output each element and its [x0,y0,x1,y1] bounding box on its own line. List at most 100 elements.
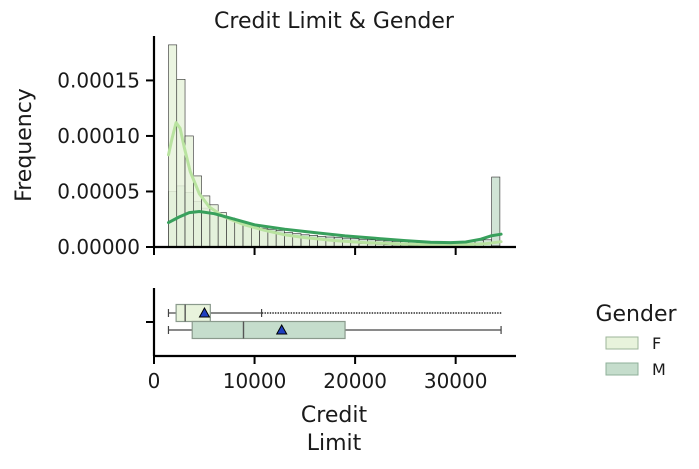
outlier-point-f [413,312,416,314]
outlier-point-f [499,312,502,314]
outlier-point-f [429,312,431,314]
outlier-point-f [282,312,285,314]
outlier-point-f [455,312,457,314]
outlier-point-f [486,312,489,314]
outlier-point-f [350,312,353,314]
outlier-point-f [483,312,486,314]
kde-line-m [167,210,503,245]
outlier-point-f [368,312,371,314]
outlier-point-f [431,312,434,314]
outlier-point-f [470,312,473,314]
outlier-point-f [269,312,272,314]
outlier-point-f [444,312,447,314]
outlier-point-f [460,312,463,314]
outlier-point-f [392,312,395,314]
outlier-point-f [345,312,348,314]
outlier-point-f [376,312,379,314]
outlier-point-f [342,312,345,314]
outlier-point-f [408,312,410,314]
outlier-point-f [303,312,306,314]
legend-label-f: F [652,334,661,353]
outlier-point-f [439,312,442,314]
x-axis-label-line1: Credit [301,403,368,428]
outlier-point-f [381,312,384,314]
outlier-point-f [329,312,332,314]
outlier-point-f [436,312,439,314]
outlier-point-f [313,312,316,314]
outlier-point-f [261,312,264,314]
outlier-point-f [319,312,322,314]
outlier-point-f [494,312,497,314]
x-tick-label: 20000 [323,369,387,393]
outlier-point-f [371,312,374,314]
outlier-point-f [358,312,361,314]
outlier-point-f [337,312,340,314]
outlier-point-f [449,312,452,314]
outlier-point-f [418,312,421,314]
legend-label-m: M [652,360,666,379]
outlier-point-f [442,312,444,314]
outlier-point-f [452,312,455,314]
outlier-point-f [290,312,293,314]
outlier-point-f [361,312,363,314]
outlier-point-f [465,312,468,314]
outlier-point-f [463,312,465,314]
outlier-point-f [295,312,298,314]
legend: Gender F M [595,302,677,379]
boxplot-plot: 0 10000 20000 30000 [146,288,516,393]
outlier-point-f [423,312,426,314]
outlier-point-f [397,312,400,314]
outlier-point-f [426,312,429,314]
outlier-point-f [293,312,295,314]
outlier-point-f [405,312,408,314]
outlier-point-f [324,312,327,314]
outlier-point-f [457,312,460,314]
outlier-point-f [285,312,288,314]
outlier-point-f [287,312,290,314]
outlier-point-f [308,312,311,314]
outlier-point-f [334,312,337,314]
outlier-point-f [306,312,308,314]
outlier-point-f [491,312,494,314]
y-tick-label: 0.00000 [57,235,140,259]
outlier-point-f [415,312,418,314]
outlier-point-f [468,312,471,314]
outlier-point-f [366,312,369,314]
y-axis-label: Frequency [12,88,37,202]
y-tick-label: 0.00005 [57,179,140,203]
x-tick-label: 0 [148,369,161,393]
histogram-plot: 0.00000 0.00005 0.00010 0.00015 [57,36,516,259]
hist-bar-f [242,224,252,248]
mean-marker-m [275,323,288,335]
outlier-point-f [379,312,382,314]
outlier-point-f [497,312,499,314]
outlier-point-f [280,312,282,314]
x-axis-label-line2: Limit [307,431,362,456]
outlier-point-f [266,312,269,314]
legend-swatch-f [605,336,639,350]
outlier-point-f [478,312,481,314]
y-tick-label: 0.00015 [57,68,140,92]
outlier-point-f [387,312,389,314]
outlier-point-f [374,312,376,314]
outlier-point-f [400,312,403,314]
outlier-point-f [410,312,413,314]
x-tick-label: 30000 [424,369,488,393]
outlier-point-f [363,312,366,314]
outlier-point-f [264,312,267,314]
outlier-point-f [476,312,478,314]
outlier-point-f [277,312,280,314]
hist-bar-f [226,217,236,248]
outlier-point-f [473,312,476,314]
outlier-point-f [316,312,319,314]
outlier-point-f [340,312,342,314]
outlier-point-f [298,312,301,314]
outlier-point-f [421,312,423,314]
chart-title: Credit Limit & Gender [214,9,455,34]
outlier-point-f [355,312,358,314]
y-tick-label: 0.00010 [57,124,140,148]
kde-line-f [167,121,503,247]
legend-title: Gender [595,302,677,327]
